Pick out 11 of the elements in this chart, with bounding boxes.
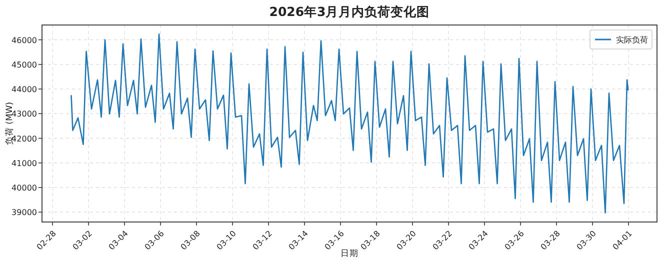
y-tick-label: 42000 bbox=[12, 134, 37, 144]
y-tick-label: 46000 bbox=[12, 36, 37, 45]
y-tick-label: 40000 bbox=[12, 184, 37, 193]
y-tick-label: 45000 bbox=[12, 60, 37, 70]
y-tick-label: 44000 bbox=[12, 85, 37, 94]
legend-label: 实际负荷 bbox=[616, 36, 648, 44]
y-tick-label: 43000 bbox=[12, 110, 37, 119]
x-axis-title: 日期 bbox=[340, 248, 358, 259]
chart-title: 2026年3月月内负荷变化图 bbox=[269, 4, 430, 19]
y-tick-label: 39000 bbox=[12, 208, 37, 218]
y-tick-label: 41000 bbox=[12, 158, 37, 168]
